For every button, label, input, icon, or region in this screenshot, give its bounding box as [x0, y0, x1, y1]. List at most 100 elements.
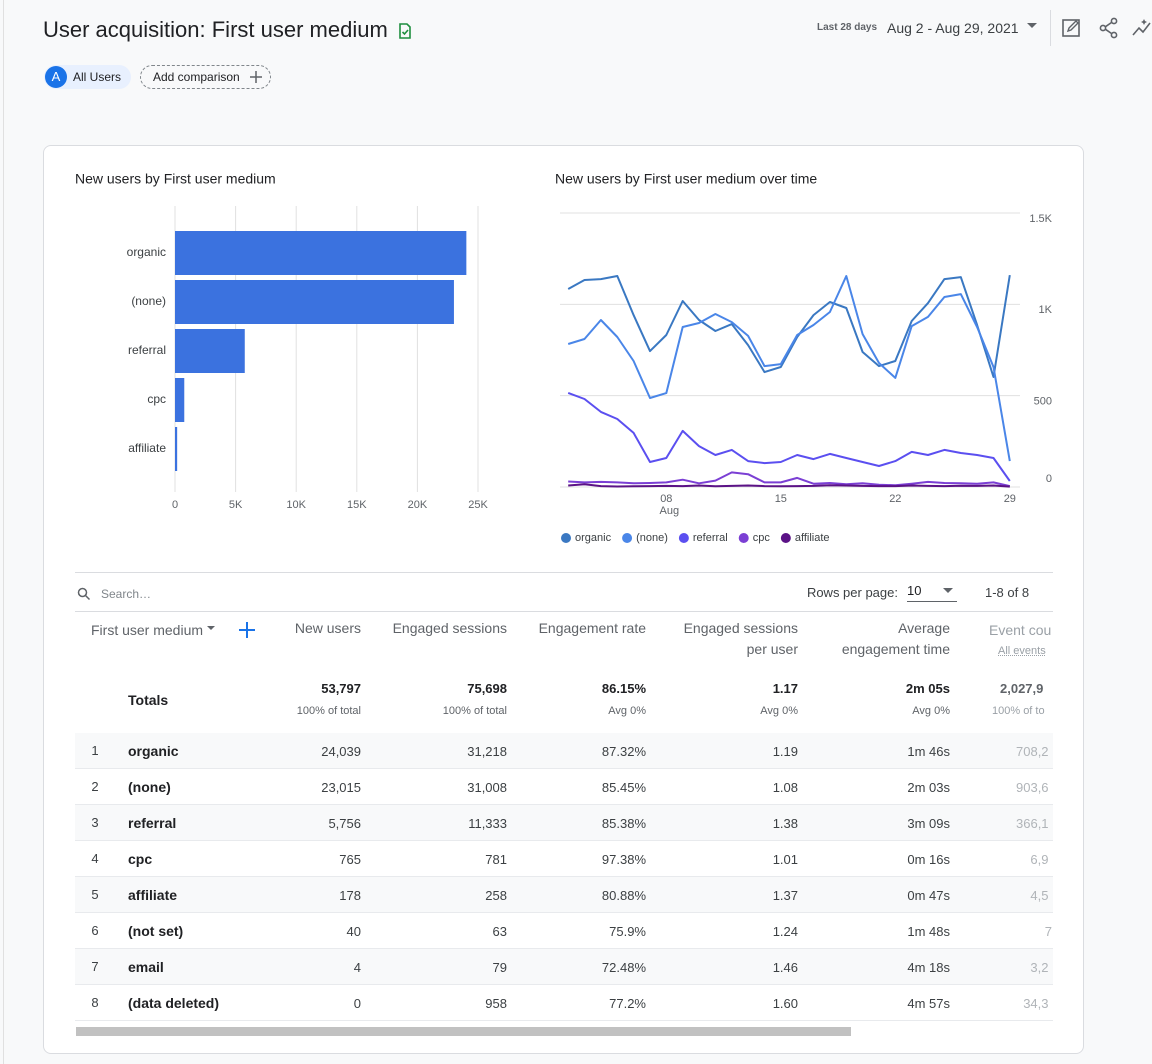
y-tick-label: cpc	[147, 392, 166, 406]
row-value: 40	[346, 924, 361, 939]
legend-label: organic	[575, 532, 612, 544]
row-value: 4	[353, 960, 361, 975]
x-tick-label: 08	[660, 493, 672, 505]
column-header[interactable]: Event cou	[989, 622, 1052, 638]
row-index: 2	[91, 779, 99, 794]
totals-value: 1.17	[772, 681, 798, 696]
row-value: 1.01	[772, 852, 798, 867]
table-row[interactable]	[75, 877, 1053, 913]
totals-note: Avg 0%	[760, 705, 798, 717]
left-rule	[3, 0, 4, 1064]
add-comparison-label: Add comparison	[153, 70, 240, 84]
toolbar-separator	[1050, 10, 1051, 46]
column-header[interactable]: Engagement rate	[538, 620, 646, 636]
rows-per-page-label: Rows per page:	[806, 585, 898, 600]
row-value: 0m 16s	[907, 852, 950, 867]
rows-per-page-dropdown[interactable]	[942, 587, 954, 595]
row-value: 11,333	[468, 816, 507, 831]
row-value: 85.45%	[601, 780, 646, 795]
y-tick-label: referral	[128, 343, 166, 357]
totals-note: 100% of total	[296, 705, 361, 717]
totals-value: 2,027,9	[1000, 681, 1044, 696]
row-value: 3m 09s	[907, 816, 950, 831]
totals-value: 2m 05s	[905, 681, 950, 696]
totals-note: 100% of to	[992, 705, 1045, 717]
bar	[175, 329, 245, 373]
totals-value: 86.15%	[601, 681, 646, 696]
row-value: 6,9	[1030, 852, 1049, 867]
column-header[interactable]: New users	[294, 620, 361, 636]
insights-icon[interactable]	[1131, 17, 1152, 39]
row-value: 75.9%	[609, 924, 646, 939]
rows-per-page-underline	[907, 601, 957, 602]
x-tick-label: 5K	[229, 499, 243, 511]
row-value: 4,5	[1030, 888, 1049, 903]
row-index: 6	[91, 923, 99, 938]
table-row[interactable]	[75, 949, 1053, 985]
table-top-rule	[75, 572, 1053, 573]
y-tick-label: affiliate	[128, 441, 166, 455]
column-header[interactable]: Engaged sessions	[392, 620, 507, 636]
add-comparison-chip[interactable]	[140, 65, 271, 89]
table-row[interactable]	[75, 841, 1053, 877]
column-header[interactable]: Average engagement time	[841, 620, 950, 657]
table-row[interactable]	[75, 805, 1053, 841]
y-tick-label: 1.5K	[1029, 213, 1052, 225]
row-value: 1.38	[772, 816, 798, 831]
legend-label: (none)	[636, 532, 668, 544]
column-header[interactable]: First user medium	[91, 622, 204, 638]
legend-swatch	[622, 533, 633, 543]
table-header-rule	[75, 611, 1053, 612]
date-range[interactable]: Aug 2 - Aug 29, 2021	[887, 20, 1019, 36]
x-tick-label: 15	[775, 493, 787, 505]
row-index: 5	[91, 887, 99, 902]
line-series	[567, 391, 1011, 482]
totals-label: Totals	[128, 692, 169, 708]
bar	[175, 427, 178, 471]
add-comparison-plus	[250, 71, 262, 83]
row-value: 1.37	[772, 888, 798, 903]
line-series	[567, 275, 1011, 462]
page-title: User acquisition: First user medium	[43, 17, 388, 42]
report-status-icon[interactable]	[396, 22, 414, 40]
row-value: 7	[1044, 924, 1053, 939]
row-index: 8	[91, 995, 99, 1010]
search-input[interactable]: Search…	[101, 587, 152, 601]
y-tick-label: (none)	[131, 294, 166, 308]
table-row[interactable]	[75, 769, 1053, 805]
column-subheader[interactable]: All events	[998, 645, 1046, 657]
column-header[interactable]: Engaged sessions per user	[683, 620, 798, 657]
segment-name: All Users	[73, 70, 122, 84]
row-value: 5,756	[328, 816, 361, 831]
date-dropdown[interactable]	[1026, 22, 1038, 30]
row-value: 79	[492, 960, 507, 975]
row-value: 31,008	[467, 780, 507, 795]
row-value: 3,2	[1030, 960, 1049, 975]
add-dimension[interactable]	[238, 621, 256, 639]
edit-icon[interactable]	[1061, 17, 1083, 39]
totals-note: 100% of total	[442, 705, 507, 717]
row-value: 77.2%	[609, 996, 646, 1011]
share-icon[interactable]	[1098, 17, 1120, 39]
legend-label: referral	[693, 532, 728, 544]
legend-swatch	[738, 533, 749, 543]
table-row[interactable]	[75, 913, 1053, 949]
row-value: 2m 03s	[907, 780, 950, 795]
row-value: 0m 47s	[907, 888, 950, 903]
row-dimension: (none)	[128, 779, 171, 795]
row-value: 85.38%	[601, 816, 646, 831]
totals-note: Avg 0%	[912, 705, 950, 717]
table-row[interactable]	[75, 733, 1053, 769]
sort-dropdown[interactable]	[207, 626, 216, 632]
chart-title: New users by First user medium over time	[555, 171, 817, 187]
row-dimension: organic	[128, 743, 179, 759]
row-index: 4	[91, 851, 99, 866]
table-row[interactable]	[75, 985, 1053, 1021]
table-scrollbar[interactable]	[76, 1027, 851, 1036]
charts: New users by First user medium 0 5K 10K 15K 2…	[75, 171, 1053, 544]
rows-per-page-select[interactable]: 10	[907, 583, 922, 598]
pagination: 1-8 of 8	[985, 585, 1030, 600]
row-value: 958	[485, 996, 507, 1011]
row-dimension: referral	[128, 815, 177, 831]
